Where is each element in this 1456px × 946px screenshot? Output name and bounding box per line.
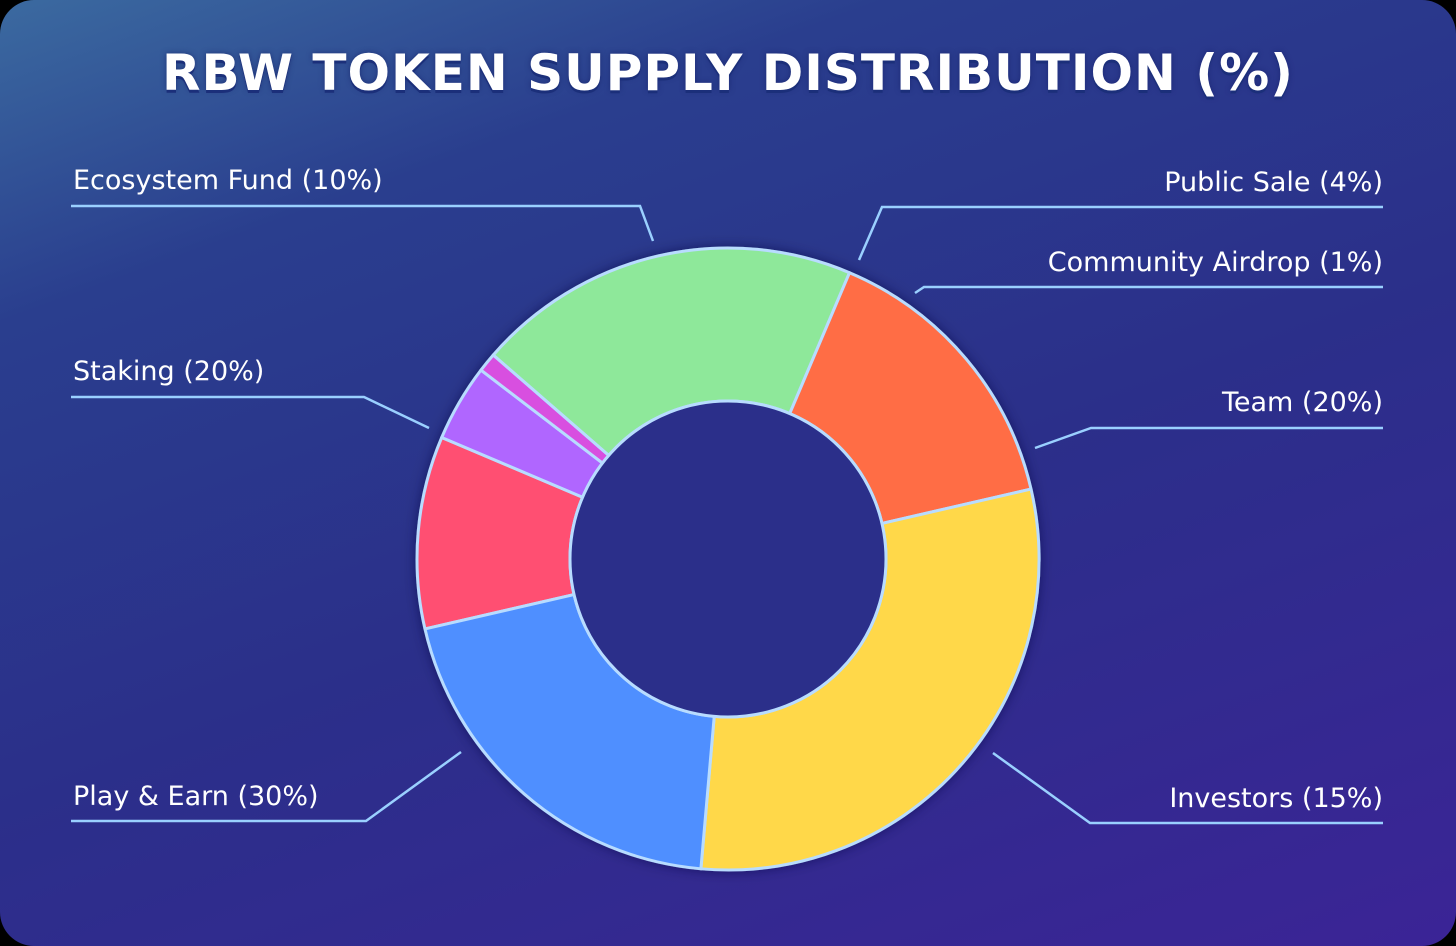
leader-line-community-airdrop xyxy=(914,285,1383,295)
leader-line-play-and-earn xyxy=(71,750,462,823)
slice-labels: Ecosystem Fund (10%) Public Sale (4%) Comm… xyxy=(73,165,1383,814)
slice-label-investors: Investors (15%) xyxy=(1169,783,1383,814)
leader-line-staking xyxy=(71,395,430,430)
slice-label-team: Team (20%) xyxy=(1221,387,1383,418)
leader-line-ecosystem-fund xyxy=(71,204,655,242)
chart-title: RBW TOKEN SUPPLY DISTRIBUTION (%) xyxy=(161,44,1295,102)
leader-line-public-sale xyxy=(857,205,1383,261)
slice-label-public-sale: Public Sale (4%) xyxy=(1164,167,1383,198)
leader-line-investors xyxy=(992,751,1383,825)
donut-hole xyxy=(568,399,888,719)
slice-label-ecosystem-fund: Ecosystem Fund (10%) xyxy=(73,165,383,196)
leader-lines xyxy=(71,204,1383,825)
leader-line-team xyxy=(1034,426,1383,450)
slice-label-play-and-earn: Play & Earn (30%) xyxy=(73,781,319,812)
slice-label-staking: Staking (20%) xyxy=(73,356,264,387)
slice-label-community-airdrop: Community Airdrop (1%) xyxy=(1048,247,1383,278)
